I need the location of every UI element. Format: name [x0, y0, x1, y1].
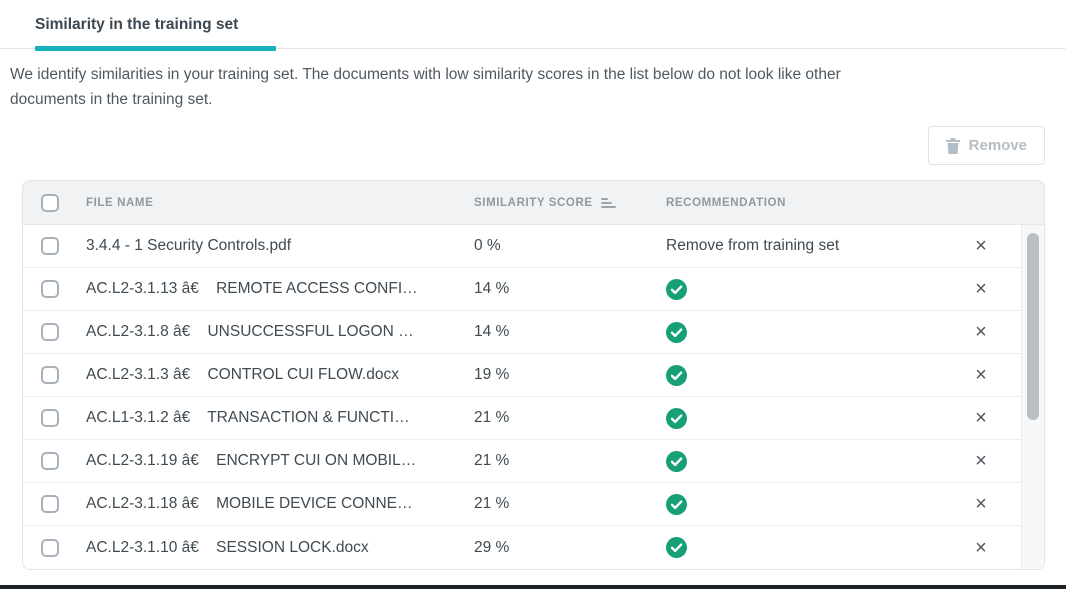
row-checkbox[interactable]: [41, 366, 59, 385]
remove-button[interactable]: Remove: [927, 126, 1045, 166]
column-header-file-name[interactable]: FILE NAME: [86, 196, 154, 209]
similarity-score-cell: 21 %: [474, 409, 510, 427]
file-name-cell: AC.L2-3.1.19 â€ ENCRYPT CUI ON MOBIL…: [86, 452, 417, 470]
table-row: 3.4.4 - 1 Security Controls.pdf 0 % Remo…: [23, 225, 1044, 269]
keep-check-icon: [666, 450, 687, 472]
recommendation-cell: Remove from training set: [666, 237, 941, 255]
keep-check-icon: [666, 493, 687, 515]
row-checkbox[interactable]: [41, 538, 59, 557]
file-name-cell: AC.L2-3.1.8 â€ UNSUCCESSFUL LOGON …: [86, 323, 414, 341]
remove-row-button[interactable]: ×: [975, 321, 987, 344]
similarity-score-cell: 0 %: [474, 237, 501, 255]
tab-bar: Similarity in the training set: [0, 0, 1066, 51]
row-checkbox[interactable]: [41, 452, 59, 471]
file-name-cell: AC.L2-3.1.18 â€ MOBILE DEVICE CONNE…: [86, 495, 413, 513]
similarity-score-cell: 21 %: [474, 452, 510, 470]
remove-row-button[interactable]: ×: [975, 235, 987, 258]
remove-row-button[interactable]: ×: [975, 364, 987, 387]
keep-check-icon: [666, 278, 687, 300]
file-name-cell: AC.L2-3.1.13 â€ REMOTE ACCESS CONFI…: [86, 280, 418, 298]
similarity-table: FILE NAME SIMILARITY SCORE RECOMMENDATIO…: [22, 180, 1045, 571]
recommendation-cell: [666, 407, 941, 429]
row-checkbox[interactable]: [41, 495, 59, 514]
similarity-score-cell: 21 %: [474, 495, 510, 513]
keep-check-icon: [666, 537, 687, 559]
tab-similarity-in-training-set[interactable]: Similarity in the training set: [35, 16, 277, 51]
scrollbar-thumb[interactable]: [1027, 233, 1039, 421]
recommendation-cell: [666, 450, 941, 472]
recommendation-text: Remove from training set: [666, 237, 840, 255]
file-name-cell: AC.L1-3.1.2 â€ TRANSACTION & FUNCTI…: [86, 409, 410, 427]
file-name-cell: AC.L2-3.1.3 â€ CONTROL CUI FLOW.docx: [86, 366, 399, 384]
scrollbar-track[interactable]: [1021, 225, 1044, 570]
remove-row-button[interactable]: ×: [975, 278, 987, 301]
table-header-row: FILE NAME SIMILARITY SCORE RECOMMENDATIO…: [23, 181, 1044, 226]
table-row: AC.L2-3.1.13 â€ REMOTE ACCESS CONFI… 14 …: [23, 268, 1044, 312]
trash-icon: [945, 137, 960, 154]
description-text: We identify similarities in your trainin…: [10, 62, 1046, 112]
bottom-divider: [0, 585, 1066, 589]
select-all-checkbox[interactable]: [41, 193, 59, 212]
remove-row-button[interactable]: ×: [975, 407, 987, 430]
remove-button-label: Remove: [968, 137, 1027, 155]
similarity-score-cell: 19 %: [474, 366, 510, 384]
recommendation-cell: [666, 278, 941, 300]
description-line-1: We identify similarities in your trainin…: [10, 66, 841, 83]
sort-icon[interactable]: [600, 197, 616, 208]
column-header-recommendation[interactable]: RECOMMENDATION: [666, 196, 786, 209]
row-checkbox[interactable]: [41, 323, 59, 342]
table-row: AC.L2-3.1.3 â€ CONTROL CUI FLOW.docx 19 …: [23, 354, 1044, 398]
table-row: AC.L2-3.1.8 â€ UNSUCCESSFUL LOGON … 14 %…: [23, 311, 1044, 355]
tab-label: Similarity in the training set: [35, 16, 239, 33]
recommendation-cell: [666, 364, 941, 386]
table-row: AC.L2-3.1.19 â€ ENCRYPT CUI ON MOBIL… 21…: [23, 440, 1044, 484]
table-row: AC.L1-3.1.2 â€ TRANSACTION & FUNCTI… 21 …: [23, 397, 1044, 441]
active-tab-indicator: [35, 46, 277, 51]
recommendation-cell: [666, 493, 941, 515]
row-checkbox[interactable]: [41, 409, 59, 428]
similarity-score-cell: 14 %: [474, 323, 510, 341]
keep-check-icon: [666, 407, 687, 429]
table-row: AC.L2-3.1.18 â€ MOBILE DEVICE CONNE… 21 …: [23, 483, 1044, 527]
row-checkbox[interactable]: [41, 237, 59, 256]
row-checkbox[interactable]: [41, 280, 59, 299]
file-name-cell: AC.L2-3.1.10 â€ SESSION LOCK.docx: [86, 538, 369, 556]
keep-check-icon: [666, 364, 687, 386]
keep-check-icon: [666, 321, 687, 343]
remove-row-button[interactable]: ×: [975, 450, 987, 473]
table-row: AC.L2-3.1.10 â€ SESSION LOCK.docx 29 % ×: [23, 526, 1044, 570]
similarity-score-cell: 14 %: [474, 280, 510, 298]
file-name-cell: 3.4.4 - 1 Security Controls.pdf: [86, 237, 292, 255]
remove-row-button[interactable]: ×: [975, 493, 987, 516]
recommendation-cell: [666, 537, 941, 559]
similarity-score-cell: 29 %: [474, 538, 510, 556]
table-body: 3.4.4 - 1 Security Controls.pdf 0 % Remo…: [23, 225, 1044, 570]
remove-row-button[interactable]: ×: [975, 536, 987, 559]
description-line-2: documents in the training set.: [10, 91, 213, 109]
toolbar: Remove: [0, 126, 1045, 166]
column-header-similarity-score[interactable]: SIMILARITY SCORE: [474, 197, 666, 209]
recommendation-cell: [666, 321, 941, 343]
similarity-score-header-label: SIMILARITY SCORE: [474, 196, 593, 209]
